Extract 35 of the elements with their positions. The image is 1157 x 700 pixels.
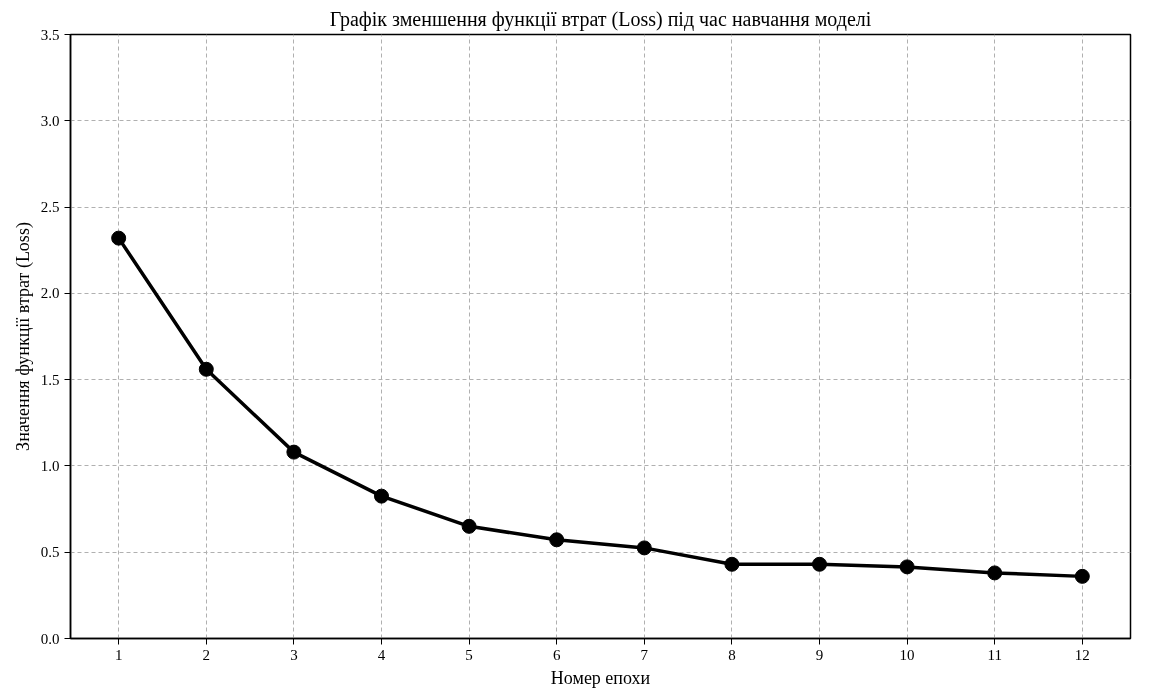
x-tick-label: 10 [899, 646, 915, 663]
x-tick-label: 8 [728, 646, 736, 663]
point [724, 556, 740, 572]
point [286, 444, 302, 460]
chart-title: Графік зменшення функції втрат (Loss) під час навчання моделі [329, 7, 872, 31]
x-tick-label: 4 [377, 646, 386, 663]
point [899, 559, 915, 575]
y-tick-label: 3.5 [40, 26, 60, 43]
x-tick-label: 5 [465, 646, 473, 663]
y-tick-label: 0.5 [40, 544, 60, 561]
y-tick-label: 3.0 [40, 112, 60, 129]
y-tick-label: 0.0 [40, 630, 60, 647]
y-tick-label: 2.0 [40, 285, 60, 302]
y-tick-label: 1.5 [40, 371, 60, 388]
point [461, 518, 477, 534]
y-tick-label: 1.0 [40, 457, 60, 474]
x-tick-label: 7 [640, 646, 649, 663]
x-axis-title: Номер епохи [550, 667, 651, 688]
point [373, 488, 389, 504]
x-tick-label: 12 [1074, 646, 1090, 663]
point [636, 540, 652, 556]
point [987, 565, 1003, 581]
y-axis-title: Значення функції втрат (Loss) [12, 222, 34, 451]
point [111, 230, 127, 246]
point [549, 532, 565, 548]
y-tick-label: 2.5 [40, 199, 60, 216]
x-tick-label: 1 [114, 646, 123, 663]
x-tick-label: 3 [290, 646, 298, 663]
x-tick-label: 9 [815, 646, 824, 663]
x-tick-label: 11 [987, 646, 1002, 663]
x-tick-label: 2 [202, 646, 211, 663]
point [1074, 568, 1090, 584]
point [198, 361, 214, 377]
x-tick-label: 6 [552, 646, 561, 663]
point [812, 556, 828, 572]
